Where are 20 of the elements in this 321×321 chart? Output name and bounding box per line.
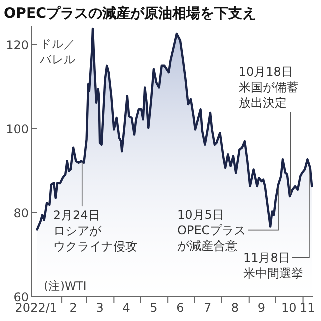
x-tick-label: 8 bbox=[231, 301, 240, 315]
x-tick-label: 9 bbox=[258, 301, 266, 315]
annotation: 10月18日米国が備蓄放出決定 bbox=[238, 65, 299, 110]
y-axis-title: ドル／バレル bbox=[39, 37, 76, 66]
x-tick-label: 6 bbox=[176, 301, 184, 315]
y-tick-label: 80 bbox=[14, 206, 29, 220]
annotation: 11月8日米中間選挙 bbox=[243, 250, 304, 280]
y-tick-label: 120 bbox=[6, 38, 29, 52]
annotation: (注)WTI bbox=[44, 279, 87, 293]
x-tick-label: 11 bbox=[300, 301, 316, 315]
x-tick-label: 5 bbox=[150, 301, 158, 315]
x-tick-label: 4 bbox=[122, 301, 130, 315]
x-tick-label: 2 bbox=[70, 301, 78, 315]
chart-title: OPECプラスの減産が原油相場を下支え bbox=[4, 5, 257, 22]
annotation: 2月24日ロシアがウクライナ侵攻 bbox=[53, 208, 138, 254]
x-tick-label: 10 bbox=[282, 301, 297, 315]
annotation: 10月5日OPECプラスが減産合意 bbox=[178, 208, 246, 253]
y-tick-label: 100 bbox=[6, 122, 29, 136]
x-tick-label: 7 bbox=[204, 301, 212, 315]
x-tick-label: 3 bbox=[96, 301, 104, 315]
